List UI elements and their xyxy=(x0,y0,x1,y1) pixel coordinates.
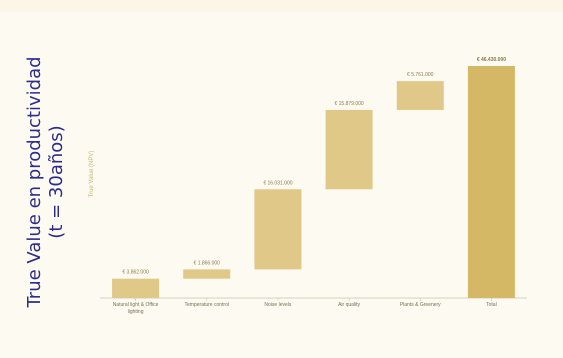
bar-value-label: € 46.430.000 xyxy=(477,57,506,63)
x-tick-label: Air quality xyxy=(338,302,360,308)
bar-value-label: € 5.761.000 xyxy=(407,72,434,78)
x-tick-label: Temperature control xyxy=(185,302,229,308)
bar-value-label: € 1.866.000 xyxy=(194,260,221,266)
bar-value-label: € 3.862.000 xyxy=(122,270,149,276)
bar-value-label: € 16.031.000 xyxy=(263,180,292,186)
x-tick-label: Plants & Greenery xyxy=(400,302,441,308)
top-band xyxy=(0,0,563,12)
x-tick-label: Natural light & Office lighting xyxy=(113,302,159,315)
waterfall-bar xyxy=(396,81,444,110)
x-tick-label-line: Noise levels xyxy=(264,302,291,308)
x-tick-label-line: Total xyxy=(486,302,497,308)
waterfall-bar xyxy=(183,269,231,279)
x-tick-label-line: lighting xyxy=(128,309,144,315)
x-tick-label: Total xyxy=(486,302,497,308)
bar-value-label: € 15.879.000 xyxy=(334,101,363,107)
x-tick-label: Noise levels xyxy=(264,302,291,308)
y-axis-label: True Value (NPV) xyxy=(89,151,95,198)
waterfall-bar xyxy=(254,189,302,270)
x-tick-label-line: Air quality xyxy=(338,302,360,308)
x-tick-label-line: Natural light & Office xyxy=(113,302,159,308)
waterfall-bar xyxy=(325,109,373,190)
x-tick-label-line: Plants & Greenery xyxy=(400,302,441,308)
waterfall-bar xyxy=(112,278,160,298)
x-tick-label-line: Temperature control xyxy=(185,302,229,308)
waterfall-bar xyxy=(467,66,515,298)
